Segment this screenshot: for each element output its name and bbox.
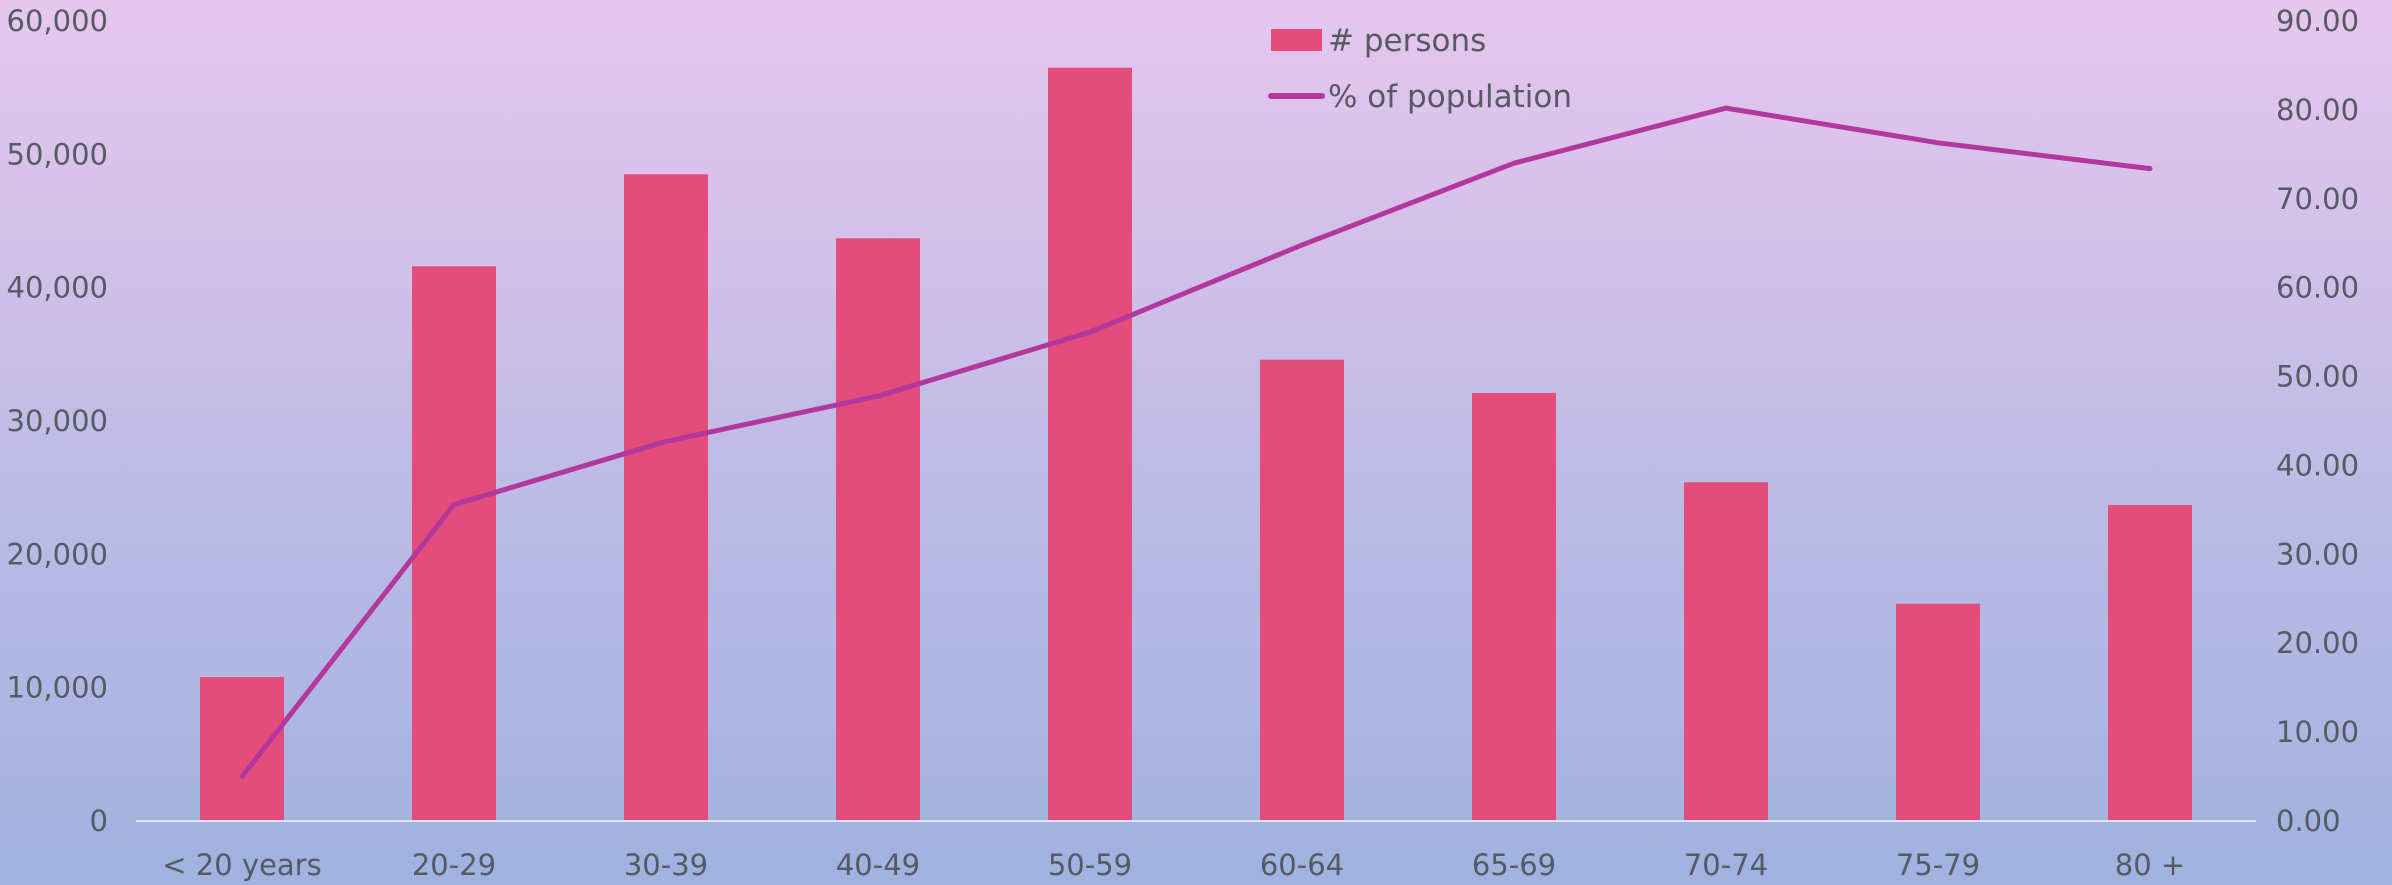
bar-9 <box>2108 505 2192 821</box>
y-right-tick-label: 20.00 <box>2276 626 2359 660</box>
bar-5 <box>1260 359 1344 821</box>
legend: # persons % of population <box>1268 23 1572 115</box>
bar-0 <box>200 677 284 821</box>
bar-8 <box>1896 603 1980 821</box>
y-left-tick-label: 0 <box>90 804 108 838</box>
x-tick-label: 70-74 <box>1684 848 1768 882</box>
y-right-tick-label: 50.00 <box>2276 360 2359 394</box>
x-tick-label: 80 + <box>2115 848 2185 882</box>
x-tick-label: 40-49 <box>836 848 920 882</box>
bar-3 <box>836 238 920 822</box>
y-axis-left: 0 10,000 20,000 30,000 40,000 50,000 60,000 <box>7 4 108 838</box>
line-percent-population <box>239 105 2153 780</box>
x-axis-labels: < 20 years 20-29 30-39 40-49 50-59 60-64 65-69… <box>162 848 2185 882</box>
x-tick-label: < 20 years <box>162 848 321 882</box>
bar-6 <box>1472 393 1556 821</box>
y-left-tick-label: 20,000 <box>7 537 108 571</box>
legend-label-persons: # persons <box>1328 23 1486 59</box>
y-right-tick-label: 30.00 <box>2276 537 2359 571</box>
y-right-tick-label: 40.00 <box>2276 448 2359 482</box>
x-tick-label: 50-59 <box>1048 848 1132 882</box>
y-right-tick-label: 0.00 <box>2276 804 2341 838</box>
y-axis-right: 0.00 10.00 20.00 30.00 40.00 50.00 60.00 70.00 8… <box>2276 4 2359 838</box>
y-right-tick-label: 60.00 <box>2276 271 2359 305</box>
bar-2 <box>624 174 708 822</box>
x-tick-label: 30-39 <box>624 848 708 882</box>
x-tick-label: 75-79 <box>1896 848 1980 882</box>
y-left-tick-label: 30,000 <box>7 404 108 438</box>
x-tick-label: 20-29 <box>412 848 496 882</box>
legend-label-percent: % of population <box>1328 79 1572 115</box>
y-left-tick-label: 50,000 <box>7 137 108 171</box>
y-right-tick-label: 70.00 <box>2276 182 2359 216</box>
x-tick-label: 60-64 <box>1260 848 1344 882</box>
y-left-tick-label: 40,000 <box>7 271 108 305</box>
y-right-tick-label: 80.00 <box>2276 93 2359 127</box>
y-right-tick-label: 10.00 <box>2276 715 2359 749</box>
bar-7 <box>1684 482 1768 821</box>
y-left-tick-label: 60,000 <box>7 4 108 38</box>
y-left-tick-label: 10,000 <box>7 671 108 705</box>
y-right-tick-label: 90.00 <box>2276 4 2359 38</box>
line-series <box>239 105 2153 780</box>
bar-series <box>200 67 2192 822</box>
x-tick-label: 65-69 <box>1472 848 1556 882</box>
bar-4 <box>1048 67 1132 821</box>
legend-swatch-persons <box>1271 29 1322 51</box>
